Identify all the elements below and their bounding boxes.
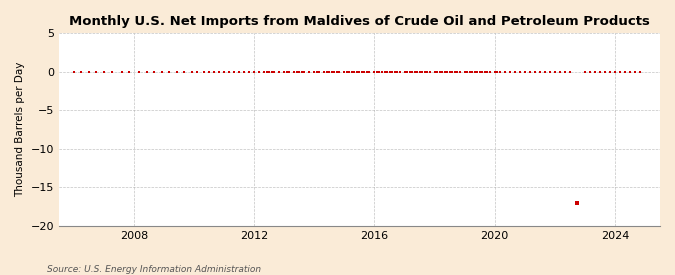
Title: Monthly U.S. Net Imports from Maldives of Crude Oil and Petroleum Products: Monthly U.S. Net Imports from Maldives o…: [69, 15, 650, 28]
Text: Source: U.S. Energy Information Administration: Source: U.S. Energy Information Administ…: [47, 265, 261, 274]
Y-axis label: Thousand Barrels per Day: Thousand Barrels per Day: [15, 62, 25, 197]
